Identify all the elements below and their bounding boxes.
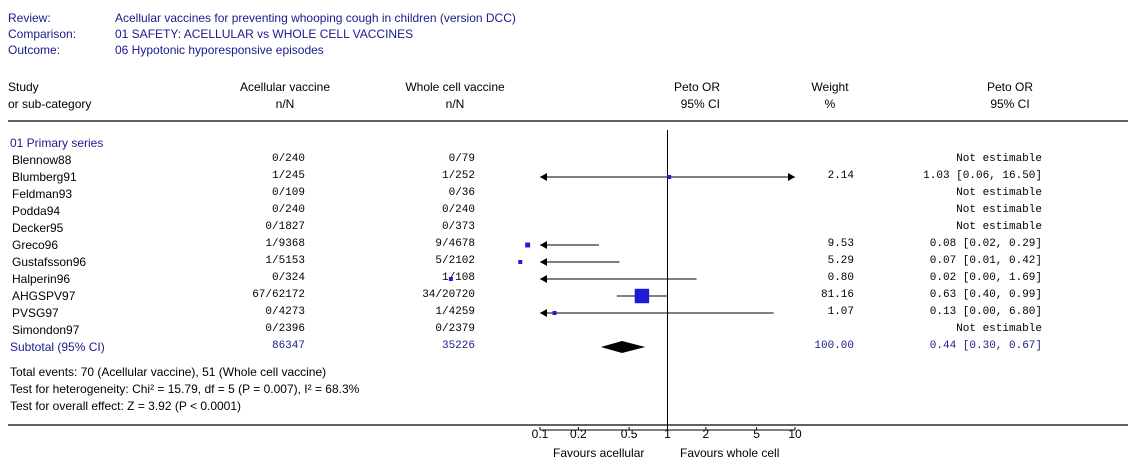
ci-arrow-right	[788, 173, 795, 181]
overall-effect-test: Test for overall effect: Z = 3.92 (P < 0…	[10, 399, 242, 413]
tick-label: 5	[753, 427, 760, 441]
header-subcategory: or sub-category	[8, 97, 92, 111]
study-name: Gustafsson96	[12, 255, 87, 269]
favours-right: Favours whole cell	[680, 446, 780, 460]
point-estimate	[448, 277, 453, 281]
comparison-label: Comparison:	[8, 27, 77, 41]
study-weight: 81.16	[820, 289, 854, 301]
whole-nn: 0/2379	[435, 323, 475, 335]
total-events: Total events: 70 (Acellular vaccine), 51…	[10, 365, 327, 379]
outcome-label: Outcome:	[8, 43, 61, 57]
header-acellular-nn: n/N	[275, 97, 295, 111]
study-or-ci: Not estimable	[956, 204, 1042, 216]
study-or-ci: Not estimable	[956, 323, 1042, 335]
study-weight: 0.80	[827, 272, 854, 284]
acellular-nn: 0/4273	[265, 306, 305, 318]
header-plot-ci: 95% CI	[680, 97, 720, 111]
ci-arrow-left	[540, 275, 547, 283]
study-weight: 1.07	[827, 306, 854, 318]
study-or-ci: 1.03 [0.06, 16.50]	[923, 170, 1042, 182]
acellular-nn: 0/109	[271, 187, 305, 199]
study-or-ci: Not estimable	[956, 187, 1042, 199]
acellular-nn: 67/62172	[252, 289, 305, 301]
subtotal-label: Subtotal (95% CI)	[10, 340, 105, 354]
acellular-nn: 1/5153	[265, 255, 305, 267]
header-whole: Whole cell vaccine	[405, 80, 505, 94]
whole-nn: 0/240	[441, 204, 475, 216]
header-or: Peto OR	[986, 80, 1034, 94]
subtotal-diamond	[600, 341, 646, 353]
study-name: Halperin96	[12, 272, 71, 286]
study-or-ci: 0.02 [0.00, 1.69]	[929, 272, 1042, 284]
header-whole-nn: n/N	[445, 97, 465, 111]
whole-nn: 5/2102	[435, 255, 475, 267]
header-acellular: Acellular vaccine	[239, 80, 331, 94]
study-weight: 9.53	[827, 238, 854, 250]
header-weight-pct: %	[824, 97, 836, 111]
whole-nn: 0/79	[448, 153, 475, 165]
point-estimate	[525, 242, 531, 248]
header-study: Study	[8, 80, 39, 94]
point-estimate	[518, 260, 523, 264]
favours-left: Favours acellular	[553, 446, 645, 460]
acellular-nn: 0/1827	[265, 221, 305, 233]
acellular-nn: 1/245	[271, 170, 305, 182]
heterogeneity-test: Test for heterogeneity: Chi² = 15.79, df…	[10, 382, 360, 396]
point-estimate	[667, 175, 672, 179]
whole-nn: 0/36	[448, 187, 475, 199]
subgroup-title: 01 Primary series	[10, 136, 104, 150]
tick-label: 2	[702, 427, 710, 441]
subtotal-whole: 35226	[441, 340, 475, 352]
acellular-nn: 0/240	[271, 204, 305, 216]
comparison-value: 01 SAFETY: ACELLULAR vs WHOLE CELL VACCI…	[115, 27, 414, 41]
acellular-nn: 0/240	[271, 153, 305, 165]
acellular-nn: 1/9368	[265, 238, 305, 250]
study-or-ci: Not estimable	[956, 221, 1042, 233]
study-name: Podda94	[12, 204, 61, 218]
header-weight: Weight	[811, 80, 849, 94]
ci-arrow-left	[540, 258, 547, 266]
ci-arrow-left	[540, 241, 547, 249]
ci-arrow-left	[540, 309, 547, 317]
study-or-ci: 0.07 [0.01, 0.42]	[929, 255, 1042, 267]
study-or-ci: 0.13 [0.00, 6.80]	[929, 306, 1042, 318]
study-name: Blennow88	[12, 153, 72, 167]
study-or-ci: 0.08 [0.02, 0.29]	[929, 238, 1042, 250]
subtotal-acellular: 86347	[271, 340, 305, 352]
whole-nn: 9/4678	[435, 238, 475, 250]
subtotal-weight: 100.00	[814, 340, 854, 352]
point-estimate	[634, 288, 650, 304]
point-estimate	[552, 311, 557, 315]
whole-nn: 0/373	[441, 221, 475, 233]
acellular-nn: 0/2396	[265, 323, 305, 335]
ci-arrow-left	[540, 173, 547, 181]
whole-nn: 34/20720	[422, 289, 475, 301]
header-plot-or: Peto OR	[673, 80, 720, 94]
study-weight: 2.14	[827, 170, 854, 182]
study-name: Simondon97	[12, 323, 80, 337]
review-value: Acellular vaccines for preventing whoopi…	[115, 11, 516, 25]
study-name: PVSG97	[12, 306, 59, 320]
study-name: AHGSPV97	[12, 289, 76, 303]
study-name: Blumberg91	[12, 170, 77, 184]
subtotal-or-ci: 0.44 [0.30, 0.67]	[929, 340, 1042, 352]
study-name: Greco96	[12, 238, 59, 252]
study-weight: 5.29	[827, 255, 854, 267]
acellular-nn: 0/324	[271, 272, 305, 284]
outcome-value: 06 Hypotonic hyporesponsive episodes	[115, 43, 324, 57]
study-or-ci: Not estimable	[956, 153, 1042, 165]
whole-nn: 1/4259	[435, 306, 475, 318]
tick-label: 1	[664, 427, 671, 441]
study-name: Feldman93	[12, 187, 73, 201]
whole-nn: 1/252	[441, 170, 475, 182]
review-label: Review:	[8, 11, 51, 25]
header-or-ci: 95% CI	[990, 97, 1030, 111]
study-name: Decker95	[12, 221, 64, 235]
study-or-ci: 0.63 [0.40, 0.99]	[929, 289, 1042, 301]
